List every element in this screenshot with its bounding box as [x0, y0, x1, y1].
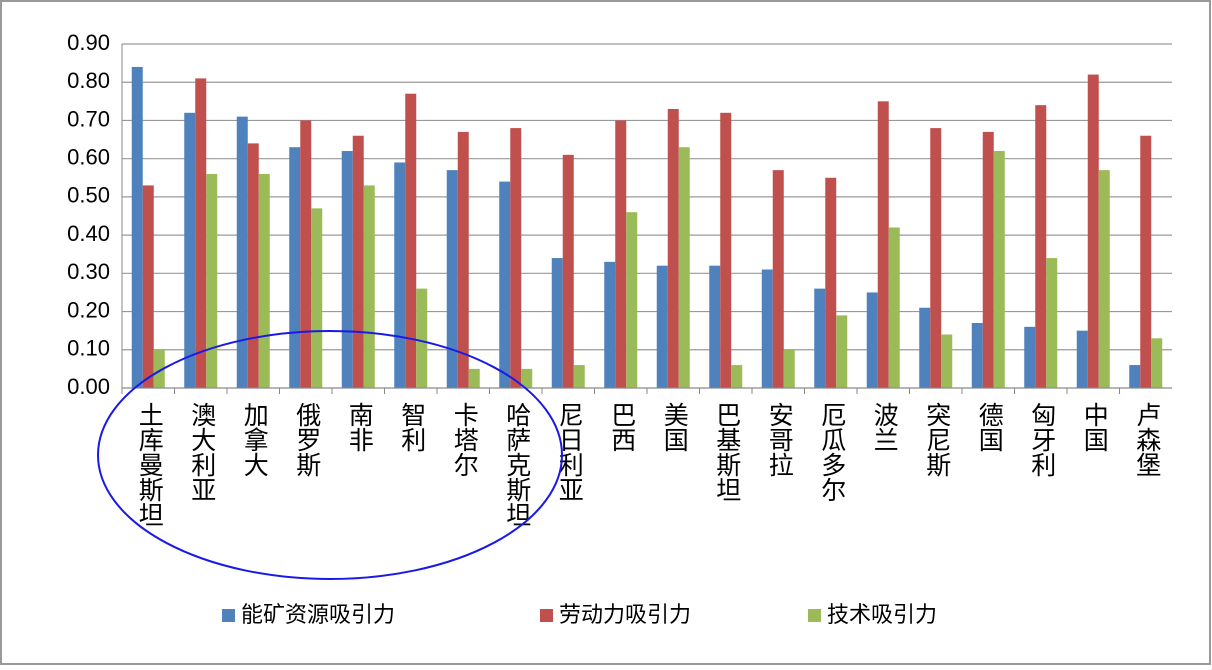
bar — [604, 261, 616, 388]
bar — [626, 212, 638, 388]
bar — [446, 170, 458, 388]
y-tick-label: 0.50 — [67, 183, 110, 208]
bar — [341, 151, 353, 388]
bar — [142, 185, 154, 388]
bar — [678, 147, 690, 388]
bar — [836, 315, 848, 388]
bar — [825, 177, 837, 388]
x-tick-label: 俄罗斯 — [293, 402, 322, 477]
bar — [888, 227, 900, 388]
bar — [1046, 258, 1058, 388]
bar — [394, 162, 406, 388]
x-tick-label: 突尼斯 — [923, 402, 952, 477]
legend-swatch — [808, 609, 821, 622]
bar — [772, 170, 784, 388]
bar — [258, 173, 270, 388]
x-tick-label: 波兰 — [870, 402, 899, 452]
legend-swatch — [222, 609, 235, 622]
x-tick-label: 巴基斯坦 — [713, 402, 742, 502]
y-tick-label: 0.40 — [67, 221, 110, 246]
bar — [153, 349, 165, 388]
bar — [195, 78, 207, 389]
bar — [783, 349, 795, 388]
bar — [720, 112, 732, 389]
bar — [521, 368, 533, 388]
legend-label: 技术吸引力 — [827, 603, 937, 628]
x-tick-label: 澳大利亚 — [188, 402, 217, 502]
bar — [206, 173, 218, 388]
bar — [311, 208, 323, 388]
bar — [919, 307, 931, 388]
bar — [982, 131, 994, 388]
bar — [363, 185, 375, 388]
x-tick-label: 匈牙利 — [1028, 402, 1057, 477]
bar — [1129, 365, 1141, 388]
bar — [499, 181, 511, 388]
x-tick-label: 土库曼斯坦 — [135, 402, 164, 527]
x-tick-label: 尼日利亚 — [555, 402, 584, 502]
bar — [247, 143, 259, 388]
x-tick-label: 卢森堡 — [1133, 402, 1162, 477]
y-tick-label: 0.20 — [67, 297, 110, 322]
bar — [877, 101, 889, 388]
bar — [930, 128, 942, 389]
y-tick-label: 0.90 — [67, 30, 110, 55]
bar — [131, 66, 143, 388]
legend-label: 劳动力吸引力 — [559, 603, 691, 628]
bar — [300, 120, 312, 388]
x-tick-label: 南非 — [345, 402, 374, 452]
bar — [457, 131, 469, 388]
legend-swatch — [540, 609, 553, 622]
y-tick-label: 0.60 — [67, 144, 110, 169]
bar — [866, 292, 878, 388]
annotation-ellipse — [97, 330, 563, 580]
x-tick-label: 美国 — [660, 402, 689, 452]
bar — [510, 128, 522, 389]
bar — [573, 365, 585, 388]
bar — [352, 135, 364, 388]
legend-label: 能矿资源吸引力 — [241, 603, 395, 628]
bar — [731, 365, 743, 388]
bar — [1087, 74, 1099, 389]
x-tick-label: 德国 — [975, 402, 1004, 452]
bar — [971, 323, 983, 388]
bar — [993, 151, 1005, 388]
bar — [551, 258, 563, 388]
bar — [1076, 330, 1088, 388]
bar — [184, 112, 196, 389]
y-tick-label: 0.10 — [67, 336, 110, 361]
bar — [1151, 338, 1163, 388]
bar — [1098, 170, 1110, 388]
bar — [615, 120, 627, 388]
x-tick-label: 厄瓜多尔 — [818, 402, 847, 502]
bar — [562, 154, 574, 388]
y-tick-label: 0.70 — [67, 106, 110, 131]
bar — [656, 265, 668, 388]
y-tick-label: 0.80 — [67, 68, 110, 93]
bar — [1140, 135, 1152, 388]
x-tick-label: 卡塔尔 — [450, 402, 479, 477]
bar — [814, 288, 826, 388]
bar — [416, 288, 428, 388]
bar — [709, 265, 721, 388]
bar — [1035, 105, 1047, 389]
bar — [941, 334, 953, 388]
bar — [289, 147, 301, 388]
bar — [236, 116, 248, 388]
y-tick-label: 0.00 — [67, 374, 110, 399]
x-tick-label: 中国 — [1080, 402, 1109, 452]
y-tick-label: 0.30 — [67, 259, 110, 284]
x-tick-label: 加拿大 — [240, 402, 269, 477]
x-tick-label: 安哥拉 — [765, 402, 794, 477]
x-tick-label: 巴西 — [608, 402, 637, 452]
bar — [667, 108, 679, 388]
x-tick-label: 哈萨克斯坦 — [503, 402, 532, 527]
bar — [405, 93, 417, 388]
bar — [761, 269, 773, 388]
x-tick-label: 智利 — [398, 402, 427, 452]
bar — [1024, 326, 1036, 388]
bar — [468, 368, 480, 388]
